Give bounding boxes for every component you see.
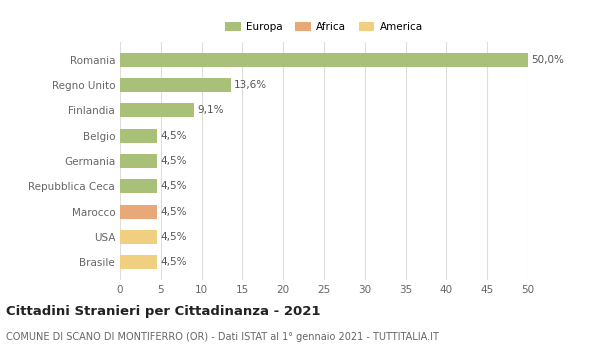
Bar [120, 53, 528, 67]
Bar [120, 255, 157, 269]
Text: 50,0%: 50,0% [531, 55, 564, 65]
Bar [120, 129, 157, 143]
Text: 4,5%: 4,5% [160, 206, 187, 217]
Bar [120, 104, 194, 117]
Bar [120, 78, 231, 92]
Text: 4,5%: 4,5% [160, 156, 187, 166]
Bar [120, 205, 157, 218]
Text: 4,5%: 4,5% [160, 131, 187, 141]
Bar [120, 230, 157, 244]
Text: COMUNE DI SCANO DI MONTIFERRO (OR) - Dati ISTAT al 1° gennaio 2021 - TUTTITALIA.: COMUNE DI SCANO DI MONTIFERRO (OR) - Dat… [6, 332, 439, 343]
Text: 9,1%: 9,1% [197, 105, 224, 116]
Legend: Europa, Africa, America: Europa, Africa, America [226, 22, 422, 32]
Text: 4,5%: 4,5% [160, 232, 187, 242]
Text: 4,5%: 4,5% [160, 181, 187, 191]
Bar [120, 154, 157, 168]
Text: 4,5%: 4,5% [160, 257, 187, 267]
Text: 13,6%: 13,6% [234, 80, 268, 90]
Text: Cittadini Stranieri per Cittadinanza - 2021: Cittadini Stranieri per Cittadinanza - 2… [6, 304, 320, 317]
Bar [120, 179, 157, 193]
